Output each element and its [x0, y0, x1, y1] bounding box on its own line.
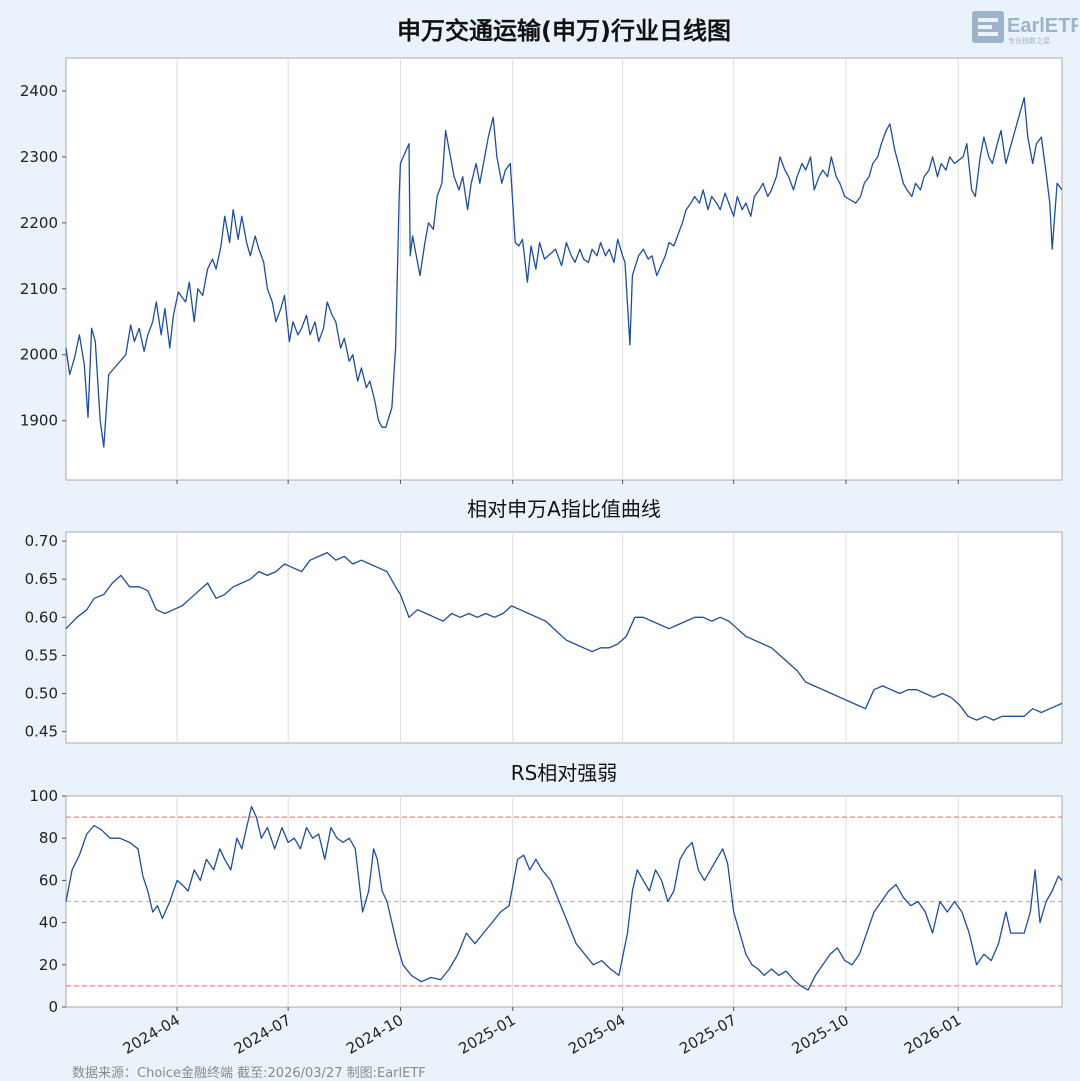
series-line — [65, 551, 1063, 721]
y-tick-label: 80 — [39, 829, 58, 847]
y-tick-label: 0.60 — [25, 608, 58, 626]
y-tick-label: 0.45 — [25, 723, 58, 741]
x-tick-label: 2025-07 — [676, 1011, 739, 1058]
y-tick-label: 60 — [39, 871, 58, 889]
series-line — [65, 96, 1063, 448]
x-tick-label: 2026-01 — [901, 1011, 964, 1058]
x-tick-label: 2024-04 — [120, 1011, 183, 1058]
y-tick-label: 0 — [48, 998, 58, 1016]
y-tick-label: 2100 — [20, 280, 58, 298]
y-tick-label: 2300 — [20, 148, 58, 166]
y-tick-label: 20 — [39, 956, 58, 974]
x-tick-label: 2025-10 — [789, 1011, 852, 1058]
series-line — [65, 805, 1063, 991]
y-tick-label: 2200 — [20, 214, 58, 232]
x-tick-label: 2025-04 — [565, 1011, 628, 1058]
source-footnote: 数据来源：Choice金融终端 截至:2026/03/27 制图:EarlETF — [72, 1066, 426, 1081]
chart-panel-1: 申万交通运输(申万)行业日线图 1900 2000 2100 2200 2300 2400 — [20, 17, 1063, 484]
x-tick-label: 2024-10 — [343, 1011, 406, 1058]
plot-area — [65, 57, 1063, 481]
y-tick-label: 100 — [29, 787, 58, 805]
chart-title: 相对申万A指比值曲线 — [467, 497, 661, 521]
y-tick-label: 1900 — [20, 412, 58, 430]
y-tick-label: 0.55 — [25, 646, 58, 664]
x-tick-label: 2025-01 — [455, 1011, 518, 1058]
logo-text: EarlETF — [1007, 15, 1078, 37]
y-tick-label: 0.65 — [25, 570, 58, 588]
logo-subtext: 专业指数之星 — [1008, 36, 1050, 45]
y-tick-label: 40 — [39, 914, 58, 932]
earletf-logo: EarlETF 专业指数之星 — [972, 11, 1078, 45]
chart-panel-2: 相对申万A指比值曲线 0.45 0.50 0.55 0.60 0.65 0.70 — [25, 497, 1063, 744]
chart-panel-3: RS相对强弱 0 20 40 60 80 100 2024-04 2024-07 2024-10 2… — [29, 761, 1063, 1058]
y-tick-label: 0.70 — [25, 532, 58, 550]
x-tick-label: 2024-07 — [231, 1011, 294, 1058]
y-tick-label: 2400 — [20, 82, 58, 100]
chart-title: RS相对强弱 — [511, 761, 618, 785]
y-tick-label: 2000 — [20, 346, 58, 364]
y-tick-label: 0.50 — [25, 684, 58, 702]
chart-title: 申万交通运输(申万)行业日线图 — [397, 17, 731, 45]
